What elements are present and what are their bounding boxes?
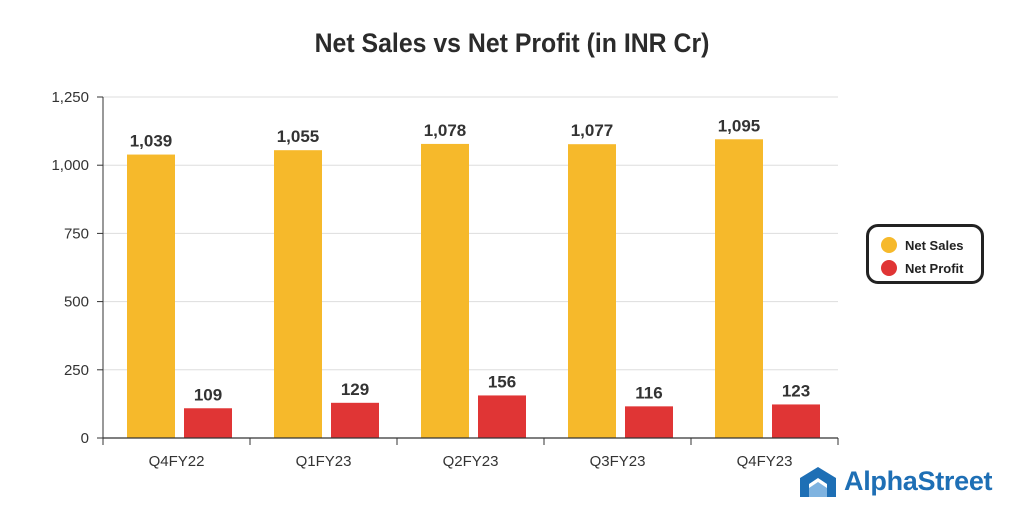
y-tick-label: 250 — [64, 362, 89, 379]
x-tick-label: Q2FY23 — [443, 453, 499, 470]
legend-label-net-sales: Net Sales — [905, 237, 964, 253]
data-label: 1,078 — [424, 121, 467, 140]
y-tick-label: 1,250 — [51, 89, 89, 106]
y-tick-label: 1,000 — [51, 157, 89, 174]
data-label: 116 — [635, 383, 662, 402]
data-label: 1,039 — [130, 132, 173, 151]
x-tick-label: Q4FY23 — [737, 453, 793, 470]
x-tick-label: Q4FY22 — [149, 453, 205, 470]
chart-title: Net Sales vs Net Profit (in INR Cr) — [314, 28, 710, 58]
bar-net-sales — [274, 150, 322, 439]
y-tick-label: 500 — [64, 294, 89, 311]
bar-net-profit — [331, 402, 379, 438]
x-tick-label: Q3FY23 — [590, 453, 646, 470]
x-tick-label: Q1FY23 — [296, 453, 352, 470]
y-tick-label: 750 — [64, 225, 89, 242]
data-label: 1,077 — [571, 121, 614, 140]
bar-net-profit — [625, 406, 673, 438]
bar-net-sales — [421, 143, 469, 438]
legend-swatch-net-sales — [881, 237, 897, 253]
bar-net-sales — [568, 144, 616, 438]
legend-item-net-profit: Net Profit — [881, 260, 964, 276]
legend-label-net-profit: Net Profit — [905, 260, 964, 276]
alphastreet-logo-icon — [800, 466, 836, 497]
bar-net-sales — [715, 139, 763, 438]
data-label: 109 — [194, 385, 222, 404]
legend-swatch-net-profit — [881, 260, 897, 276]
data-label: 129 — [341, 380, 369, 399]
bar-net-sales — [127, 154, 175, 439]
data-label: 1,055 — [277, 127, 320, 146]
bar-net-profit — [478, 395, 526, 438]
brand-name: AlphaStreet — [844, 466, 993, 496]
bar-net-profit — [772, 404, 820, 438]
data-label: 123 — [782, 381, 810, 400]
y-tick-label: 0 — [81, 430, 89, 447]
bar-net-profit — [184, 408, 232, 438]
data-label: 156 — [488, 372, 516, 391]
legend-item-net-sales: Net Sales — [881, 237, 964, 253]
brand-logo: AlphaStreet — [800, 466, 993, 497]
chart-legend: Net Sales Net Profit — [866, 224, 984, 284]
data-label: 1,095 — [718, 116, 761, 135]
